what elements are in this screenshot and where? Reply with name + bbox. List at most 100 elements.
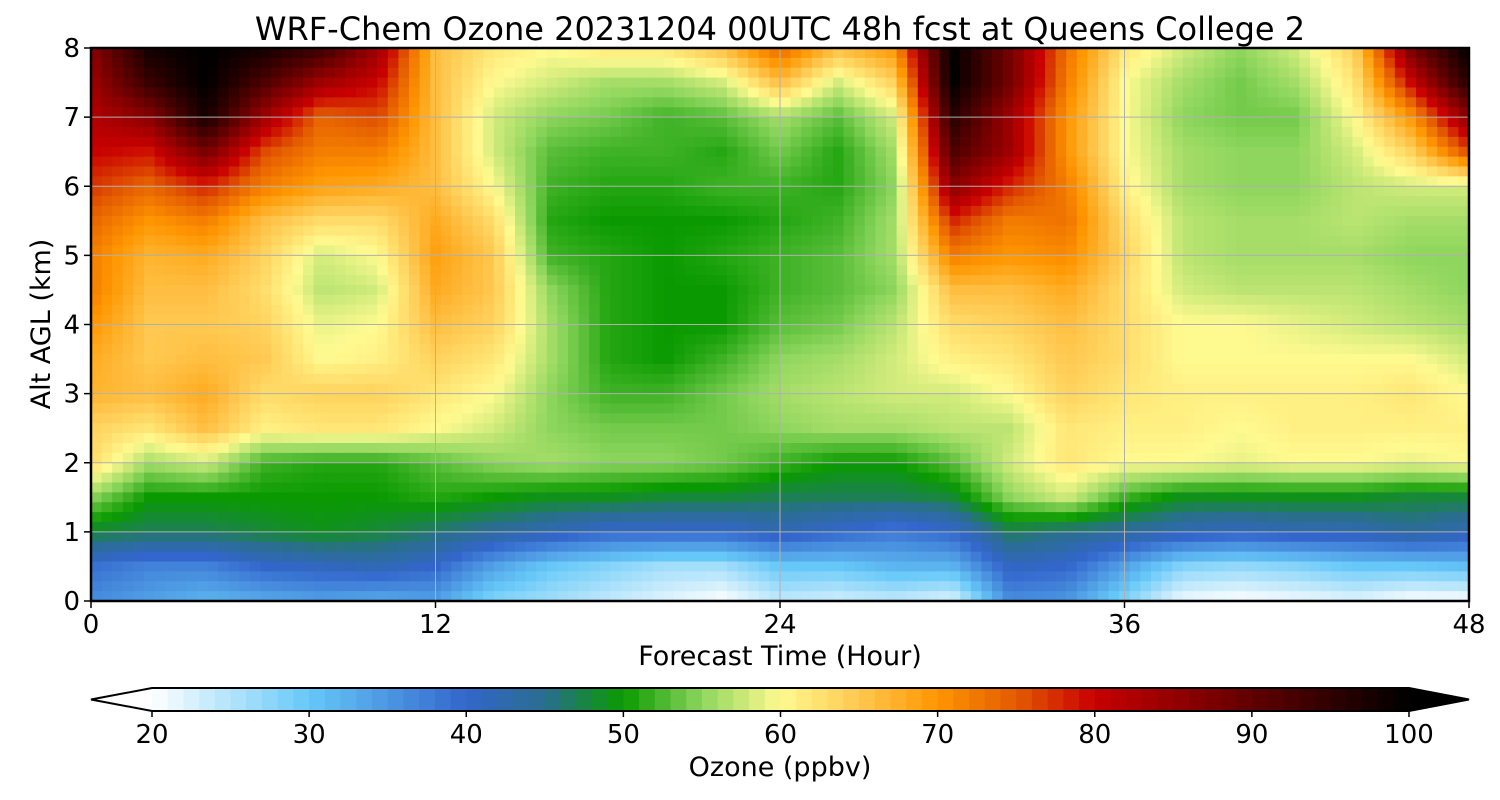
heatmap-cell <box>917 344 929 355</box>
heatmap-cell <box>599 77 611 89</box>
heatmap-cell <box>387 77 399 89</box>
heatmap-cell <box>610 117 622 128</box>
heatmap-cell <box>642 206 654 217</box>
heatmap-cell <box>1246 186 1258 197</box>
heatmap-cell <box>451 97 463 108</box>
heatmap-cell <box>207 354 219 365</box>
heatmap-cell <box>801 285 813 296</box>
heatmap-cell <box>1373 334 1385 345</box>
heatmap-cell <box>716 176 728 187</box>
heatmap-cell <box>239 235 251 247</box>
heatmap-cell <box>1034 354 1046 365</box>
heatmap-cell <box>1087 245 1099 256</box>
heatmap-cell <box>1151 196 1163 207</box>
heatmap-cell <box>122 304 134 316</box>
heatmap-cell <box>101 364 113 375</box>
heatmap-cell <box>1108 383 1120 395</box>
heatmap-cell <box>1002 324 1014 335</box>
heatmap-cell <box>1214 314 1226 326</box>
heatmap-cell <box>1246 403 1258 414</box>
heatmap-cell <box>1182 146 1194 158</box>
heatmap-cell <box>1278 294 1290 306</box>
heatmap-cell <box>186 294 198 306</box>
heatmap-cell <box>313 87 325 98</box>
heatmap-cell <box>133 48 145 59</box>
heatmap-cell <box>1002 127 1014 138</box>
heatmap-cell <box>811 97 823 108</box>
heatmap-cell <box>1416 87 1428 98</box>
heatmap-cell <box>610 215 622 227</box>
heatmap-cell <box>1310 373 1322 385</box>
heatmap-cell <box>1352 156 1364 168</box>
heatmap-cell <box>949 206 961 217</box>
heatmap-cell <box>1140 206 1152 217</box>
heatmap-cell <box>631 87 643 98</box>
heatmap-cell <box>536 373 548 385</box>
heatmap-cell <box>652 215 664 227</box>
heatmap-cell <box>1426 57 1438 69</box>
heatmap-cell <box>811 265 823 276</box>
heatmap-cell <box>748 48 760 59</box>
heatmap-cell <box>1246 166 1258 177</box>
heatmap-cell <box>1140 403 1152 414</box>
heatmap-cell <box>599 67 611 79</box>
heatmap-cell <box>663 107 675 118</box>
heatmap-cell <box>1193 196 1205 207</box>
heatmap-cell <box>705 304 717 316</box>
heatmap-cell <box>758 393 770 405</box>
heatmap-cell <box>1384 67 1396 79</box>
heatmap-cell <box>695 186 707 197</box>
heatmap-cell <box>780 403 792 414</box>
heatmap-cell <box>578 176 590 187</box>
heatmap-cell <box>1098 186 1110 197</box>
heatmap-cell <box>1225 403 1237 414</box>
heatmap-cell <box>769 67 781 79</box>
heatmap-cell <box>758 186 770 197</box>
heatmap-cell <box>758 275 770 286</box>
heatmap-cell <box>981 146 993 158</box>
heatmap-cell <box>250 166 262 177</box>
heatmap-cell <box>112 393 124 405</box>
heatmap-cell <box>546 107 558 118</box>
heatmap-cell <box>1204 225 1216 237</box>
heatmap-cell <box>1055 48 1067 59</box>
heatmap-cell <box>271 393 283 405</box>
heatmap-cell <box>1257 215 1269 227</box>
heatmap-cell <box>1320 166 1332 177</box>
heatmap-cell <box>1384 215 1396 227</box>
heatmap-cell <box>292 57 304 69</box>
heatmap-cell <box>886 285 898 296</box>
heatmap-cell <box>886 136 898 148</box>
heatmap-cell <box>737 403 749 414</box>
heatmap-cell <box>462 304 474 316</box>
heatmap-cell <box>175 57 187 69</box>
heatmap-cell <box>398 166 410 177</box>
heatmap-cell <box>1363 354 1375 365</box>
heatmap-cell <box>334 156 346 168</box>
heatmap-cell <box>970 166 982 177</box>
heatmap-cell <box>1257 403 1269 414</box>
heatmap-cell <box>250 127 262 138</box>
heatmap-cell <box>472 235 484 247</box>
heatmap-cell <box>292 304 304 316</box>
heatmap-cell <box>610 97 622 108</box>
heatmap-cell <box>1320 334 1332 345</box>
heatmap-cell <box>981 97 993 108</box>
heatmap-cell <box>1108 107 1120 118</box>
heatmap-cell <box>1225 255 1237 266</box>
heatmap-cell <box>504 373 516 385</box>
heatmap-cell <box>1363 334 1375 345</box>
heatmap-cell <box>1193 215 1205 227</box>
heatmap-cell <box>843 245 855 256</box>
heatmap-cell <box>1405 176 1417 187</box>
heatmap-cell <box>1320 304 1332 316</box>
heatmap-cell <box>1161 255 1173 266</box>
heatmap-cell <box>727 136 739 148</box>
heatmap-cell <box>377 373 389 385</box>
heatmap-cell <box>356 373 368 385</box>
heatmap-cell <box>1087 215 1099 227</box>
heatmap-cell <box>525 373 537 385</box>
heatmap-cell <box>1225 156 1237 168</box>
heatmap-cell <box>705 265 717 276</box>
heatmap-cell <box>133 136 145 148</box>
